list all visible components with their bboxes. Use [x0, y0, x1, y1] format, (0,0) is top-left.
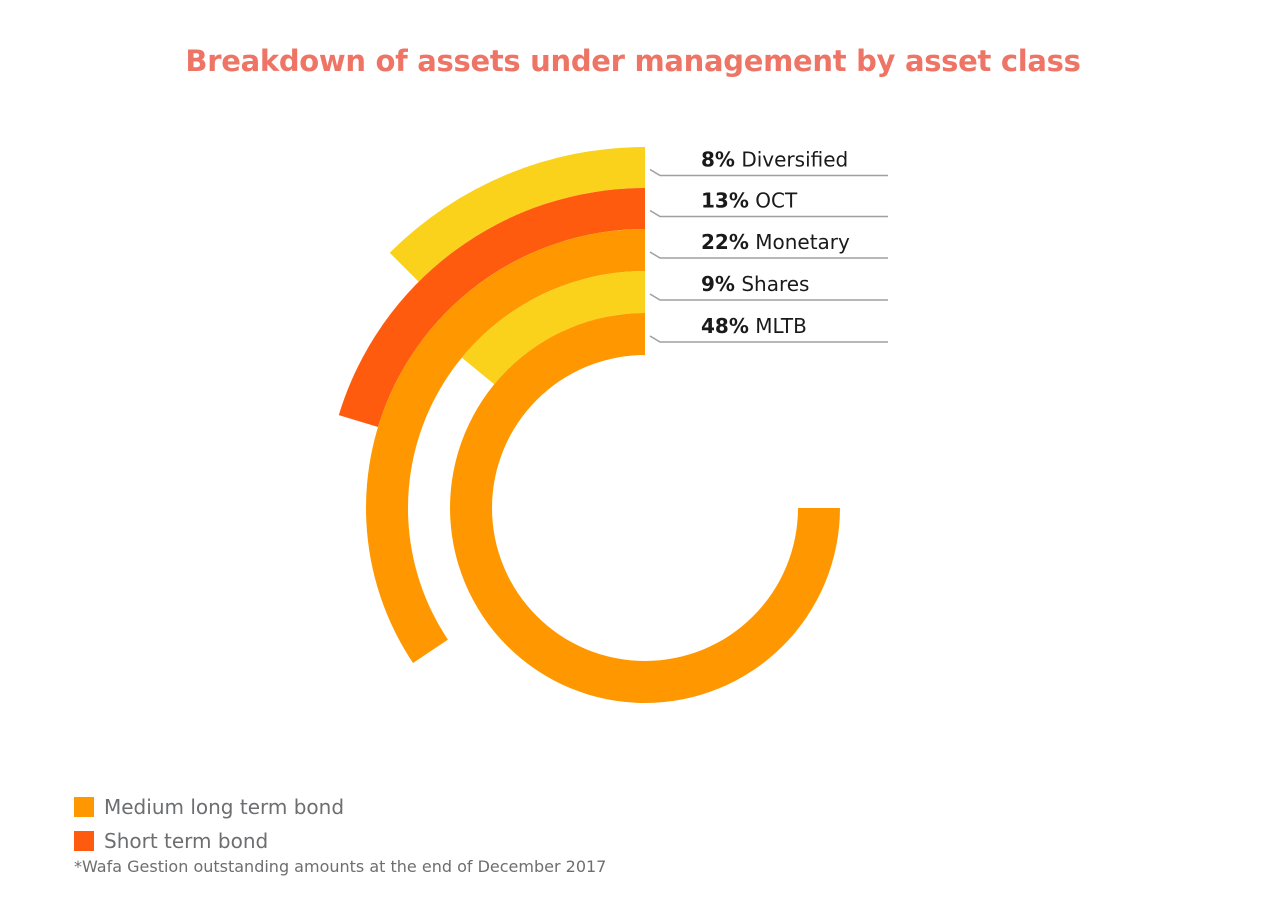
ring-arc-monetary	[366, 229, 645, 663]
ring-arc-oct	[338, 188, 645, 428]
segment-label-text: 9% Shares	[701, 272, 809, 296]
legend-item-medium-long-term-bond: Medium long term bond	[74, 790, 344, 824]
segment-value: 8%	[701, 148, 735, 172]
ring-arcs	[338, 147, 840, 703]
legend-swatch	[74, 831, 94, 851]
segment-category: Diversified	[735, 148, 848, 172]
chart-title: Breakdown of assets under management by …	[185, 44, 1081, 78]
segment-category: MLTB	[749, 314, 807, 338]
footnote: *Wafa Gestion outstanding amounts at the…	[74, 857, 607, 876]
segment-value: 48%	[701, 314, 749, 338]
legend-swatch	[74, 797, 94, 817]
segment-label-oct: 13% OCT	[649, 189, 888, 218]
segment-category: Monetary	[749, 230, 850, 254]
leader-line	[649, 251, 888, 259]
segment-label-monetary: 22% Monetary	[649, 230, 888, 259]
segment-label-diversified: 8% Diversified	[649, 148, 888, 177]
legend-label: Medium long term bond	[104, 795, 345, 819]
legend-label: Short term bond	[104, 829, 269, 853]
segment-label-text: 13% OCT	[701, 189, 798, 213]
segment-category: Shares	[735, 272, 810, 296]
segment-label-shares: 9% Shares	[649, 272, 888, 301]
ring-arc-diversified	[389, 147, 645, 282]
ring-arc-mltb	[450, 313, 840, 703]
ring-arc-shares	[461, 271, 645, 385]
segment-value: 9%	[701, 272, 735, 296]
legend: Medium long term bond Short term bond	[74, 790, 344, 858]
leader-line	[649, 335, 888, 343]
segment-value: 13%	[701, 189, 749, 213]
leader-line	[649, 209, 888, 218]
segment-category: OCT	[749, 189, 798, 213]
leader-line	[649, 168, 888, 177]
segment-label-text: 48% MLTB	[701, 314, 807, 338]
segment-label-text: 22% Monetary	[701, 230, 850, 254]
segment-value: 22%	[701, 230, 749, 254]
segment-label-text: 8% Diversified	[701, 148, 848, 172]
leader-line	[649, 293, 888, 301]
segment-label-mltb: 48% MLTB	[649, 314, 888, 343]
legend-item-short-term-bond: Short term bond	[74, 824, 344, 858]
